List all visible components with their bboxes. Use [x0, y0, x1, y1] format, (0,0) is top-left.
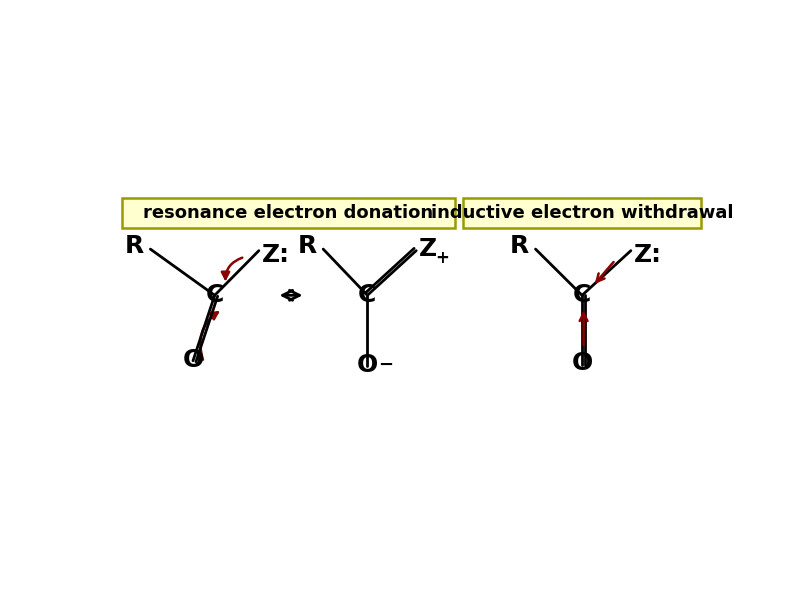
- Text: O: O: [571, 352, 593, 376]
- Text: C: C: [358, 283, 377, 307]
- Text: O: O: [182, 347, 204, 371]
- Text: O: O: [357, 353, 378, 377]
- FancyBboxPatch shape: [462, 198, 702, 227]
- Text: +: +: [435, 250, 449, 268]
- Text: −: −: [378, 356, 394, 374]
- Text: inductive electron withdrawal: inductive electron withdrawal: [430, 204, 734, 222]
- FancyBboxPatch shape: [122, 198, 455, 227]
- Text: Z:: Z:: [262, 243, 290, 267]
- FancyArrowPatch shape: [222, 257, 242, 279]
- Text: C: C: [206, 283, 224, 307]
- Text: R: R: [510, 234, 530, 258]
- Text: resonance electron donation: resonance electron donation: [143, 204, 434, 222]
- FancyArrowPatch shape: [200, 312, 218, 359]
- Text: C: C: [573, 283, 591, 307]
- Text: Z:: Z:: [634, 243, 662, 267]
- Text: R: R: [125, 234, 144, 258]
- Text: R: R: [298, 234, 317, 258]
- Text: Z: Z: [419, 237, 438, 261]
